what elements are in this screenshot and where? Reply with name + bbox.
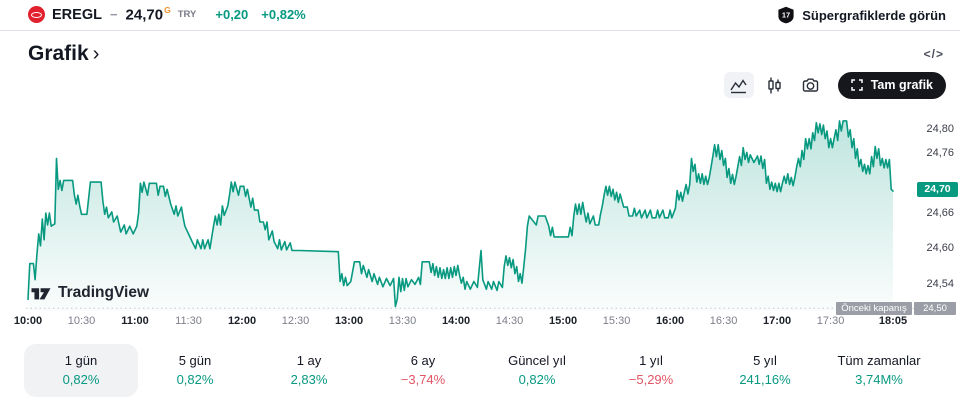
price-change-percent: +0,82% <box>261 7 306 23</box>
x-axis-label: 15:30 <box>602 315 631 327</box>
range-button-1[interactable]: 1 gün 0,82% <box>24 344 138 397</box>
range-label: Tüm zamanlar <box>837 353 921 368</box>
symbol-summary: EREGL − 24,70G TRY +0,20 +0,82% <box>28 5 306 24</box>
range-label: 1 ay <box>296 353 322 368</box>
x-axis-label: 18:05 <box>878 315 908 327</box>
svg-text:17: 17 <box>782 11 790 20</box>
range-change-percent: 241,16% <box>739 372 791 387</box>
x-axis-label: 16:00 <box>655 315 685 327</box>
symbol-bar: EREGL − 24,70G TRY +0,20 +0,82% 17 Süper… <box>0 0 960 31</box>
y-axis-label: 24,60 <box>926 242 954 255</box>
section-header: Grafik › </> <box>0 31 960 66</box>
y-axis-label: 24,76 <box>926 147 954 160</box>
range-button-3[interactable]: 1 ay 2,83% <box>252 344 366 397</box>
camera-icon <box>803 78 819 92</box>
range-change-percent: 3,74M% <box>855 372 903 387</box>
range-label: 1 yıl <box>639 353 663 368</box>
range-button-2[interactable]: 5 gün 0,82% <box>138 344 252 397</box>
tradingview-shield-icon: 17 <box>778 6 794 24</box>
range-change-percent: −3,74% <box>400 372 446 387</box>
x-axis-label: 14:00 <box>441 315 471 327</box>
tradingview-watermark[interactable]: TradingView <box>30 283 149 302</box>
tradingview-logo-icon <box>31 288 51 300</box>
chart-toolbar: Tam grafik <box>0 71 960 99</box>
x-axis-label: 11:30 <box>175 315 202 327</box>
range-label: 1 gün <box>64 353 98 368</box>
range-change-percent: 0,82% <box>518 372 556 387</box>
fullscreen-corners-icon <box>850 79 863 91</box>
symbol-name: EREGL <box>52 6 102 23</box>
area-chart-icon <box>730 78 747 93</box>
x-axis-label: 17:30 <box>816 315 845 327</box>
x-axis-label: 17:00 <box>762 315 792 327</box>
range-label: 5 yıl <box>753 353 777 368</box>
symbol-price-wrap: 24,70G <box>126 5 171 24</box>
embed-code-icon[interactable]: </> <box>923 47 944 61</box>
price-line <box>27 120 894 308</box>
area-chart-type-button[interactable] <box>723 72 754 98</box>
candlestick-chart-icon <box>768 77 781 93</box>
supercharts-link[interactable]: 17 Süpergrafiklerde görün <box>777 6 946 24</box>
page-title-label: Grafik <box>28 42 89 65</box>
price-area-fill <box>28 120 893 312</box>
range-change-percent: 0,82% <box>176 372 214 387</box>
eregl-logo-icon <box>28 6 45 24</box>
time-range-selector: 1 gün 0,82% 5 gün 0,82% 1 ay 2,83% 6 ay −3,74% G… <box>24 344 936 397</box>
market-status-flag: G <box>164 5 171 16</box>
previous-close-value-badge: 24,50 <box>914 301 956 315</box>
area-chart-plot <box>26 120 956 312</box>
y-axis-label: 24,80 <box>926 123 954 136</box>
previous-close-label-badge: Önceki kapanış <box>836 301 912 315</box>
x-axis-label: 12:30 <box>281 315 310 327</box>
x-axis-label: 15:00 <box>548 315 578 327</box>
range-button-7[interactable]: 5 yıl 241,16% <box>708 344 822 397</box>
x-axis-label: 16:30 <box>709 315 738 327</box>
x-axis-label: 10:00 <box>13 315 43 327</box>
x-axis-label: 10:30 <box>67 315 96 327</box>
full-chart-button-label: Tam grafik <box>870 78 933 92</box>
x-axis-label: 11:00 <box>121 315 149 327</box>
y-axis-label: 24,66 <box>926 206 954 219</box>
tradingview-watermark-label: TradingView <box>58 283 150 301</box>
separator-dash: − <box>109 7 118 23</box>
candles-chart-type-button[interactable] <box>760 72 790 98</box>
range-button-8[interactable]: Tüm zamanlar 3,74M% <box>822 344 936 397</box>
range-change-percent: −5,29% <box>628 372 674 387</box>
y-axis-label: 24,54 <box>926 277 954 290</box>
range-label: 6 ay <box>410 353 436 368</box>
supercharts-link-label: Süpergrafiklerde görün <box>802 7 946 23</box>
currency-label: TRY <box>177 9 197 21</box>
full-chart-button[interactable]: Tam grafik <box>837 71 946 99</box>
snapshot-camera-button[interactable] <box>796 72 826 98</box>
x-axis-label: 12:00 <box>227 315 257 327</box>
page-title[interactable]: Grafik › <box>28 42 99 66</box>
x-axis-label: 14:30 <box>495 315 524 327</box>
range-button-4[interactable]: 6 ay −3,74% <box>366 344 480 397</box>
x-axis-label: 13:00 <box>334 315 364 327</box>
range-change-percent: 0,82% <box>62 372 100 387</box>
x-axis-label: 13:30 <box>388 315 417 327</box>
chevron-right-icon: › <box>92 43 100 65</box>
range-button-5[interactable]: Güncel yıl 0,82% <box>480 344 594 397</box>
range-button-6[interactable]: 1 yıl −5,29% <box>594 344 708 397</box>
range-label: Güncel yıl <box>508 353 566 368</box>
price-change: +0,20 <box>215 7 249 23</box>
range-label: 5 gün <box>178 353 212 368</box>
price-chart[interactable]: TradingView 24,70 Önceki kapanış 24,50 2… <box>0 104 960 335</box>
current-price-badge: 24,70 <box>917 181 958 197</box>
last-price: 24,70 <box>125 6 164 24</box>
range-change-percent: 2,83% <box>290 372 328 387</box>
